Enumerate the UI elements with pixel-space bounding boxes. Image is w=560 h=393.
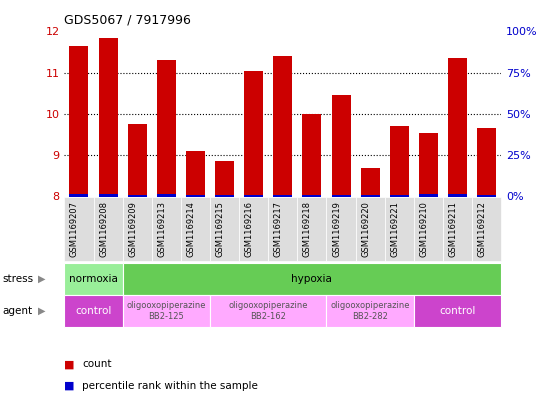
Text: normoxia: normoxia xyxy=(69,274,118,284)
Text: GSM1169218: GSM1169218 xyxy=(303,201,312,257)
Text: GSM1169213: GSM1169213 xyxy=(157,201,166,257)
Bar xyxy=(128,124,147,196)
Text: ■: ■ xyxy=(64,359,75,369)
Text: stress: stress xyxy=(3,274,34,284)
Bar xyxy=(244,195,263,196)
Bar xyxy=(302,195,321,196)
Text: GSM1169210: GSM1169210 xyxy=(419,201,428,257)
Bar xyxy=(332,195,351,196)
Text: control: control xyxy=(440,306,475,316)
Bar xyxy=(419,132,438,196)
Text: oligooxopiperazine
BB2-125: oligooxopiperazine BB2-125 xyxy=(127,301,206,321)
Bar xyxy=(157,60,176,196)
Text: oligooxopiperazine
BB2-162: oligooxopiperazine BB2-162 xyxy=(228,301,308,321)
Text: GSM1169211: GSM1169211 xyxy=(449,201,458,257)
Text: hypoxia: hypoxia xyxy=(292,274,332,284)
Bar xyxy=(448,195,467,196)
Bar xyxy=(361,195,380,196)
Bar xyxy=(361,167,380,196)
Text: oligooxopiperazine
BB2-282: oligooxopiperazine BB2-282 xyxy=(330,301,410,321)
Text: GSM1169209: GSM1169209 xyxy=(128,201,137,257)
Bar xyxy=(215,162,234,196)
Text: count: count xyxy=(82,359,112,369)
Bar xyxy=(215,195,234,196)
Text: GSM1169207: GSM1169207 xyxy=(70,201,79,257)
Bar xyxy=(244,71,263,196)
Bar xyxy=(186,195,205,196)
Text: ▶: ▶ xyxy=(38,306,45,316)
Bar xyxy=(477,195,496,196)
Bar xyxy=(332,95,351,196)
Text: GSM1169214: GSM1169214 xyxy=(186,201,195,257)
Bar xyxy=(128,195,147,196)
Text: GSM1169212: GSM1169212 xyxy=(478,201,487,257)
Text: GSM1169219: GSM1169219 xyxy=(332,201,341,257)
Bar xyxy=(477,129,496,196)
Bar xyxy=(99,194,118,196)
Text: control: control xyxy=(76,306,111,316)
Text: percentile rank within the sample: percentile rank within the sample xyxy=(82,381,258,391)
Text: GSM1169216: GSM1169216 xyxy=(245,201,254,257)
Bar xyxy=(419,195,438,196)
Bar xyxy=(69,46,88,196)
Bar xyxy=(69,194,88,196)
Bar xyxy=(390,127,409,196)
Text: GSM1169221: GSM1169221 xyxy=(390,201,399,257)
Text: ■: ■ xyxy=(64,381,75,391)
Bar xyxy=(186,151,205,196)
Bar xyxy=(273,195,292,196)
Text: GSM1169215: GSM1169215 xyxy=(216,201,225,257)
Bar xyxy=(157,195,176,196)
Text: GDS5067 / 7917996: GDS5067 / 7917996 xyxy=(64,14,192,27)
Text: GSM1169220: GSM1169220 xyxy=(361,201,370,257)
Text: GSM1169217: GSM1169217 xyxy=(274,201,283,257)
Bar xyxy=(390,195,409,196)
Bar xyxy=(302,114,321,196)
Text: agent: agent xyxy=(3,306,33,316)
Bar xyxy=(99,38,118,197)
Text: ▶: ▶ xyxy=(38,274,45,284)
Bar xyxy=(273,56,292,196)
Text: GSM1169208: GSM1169208 xyxy=(99,201,108,257)
Bar xyxy=(448,58,467,196)
